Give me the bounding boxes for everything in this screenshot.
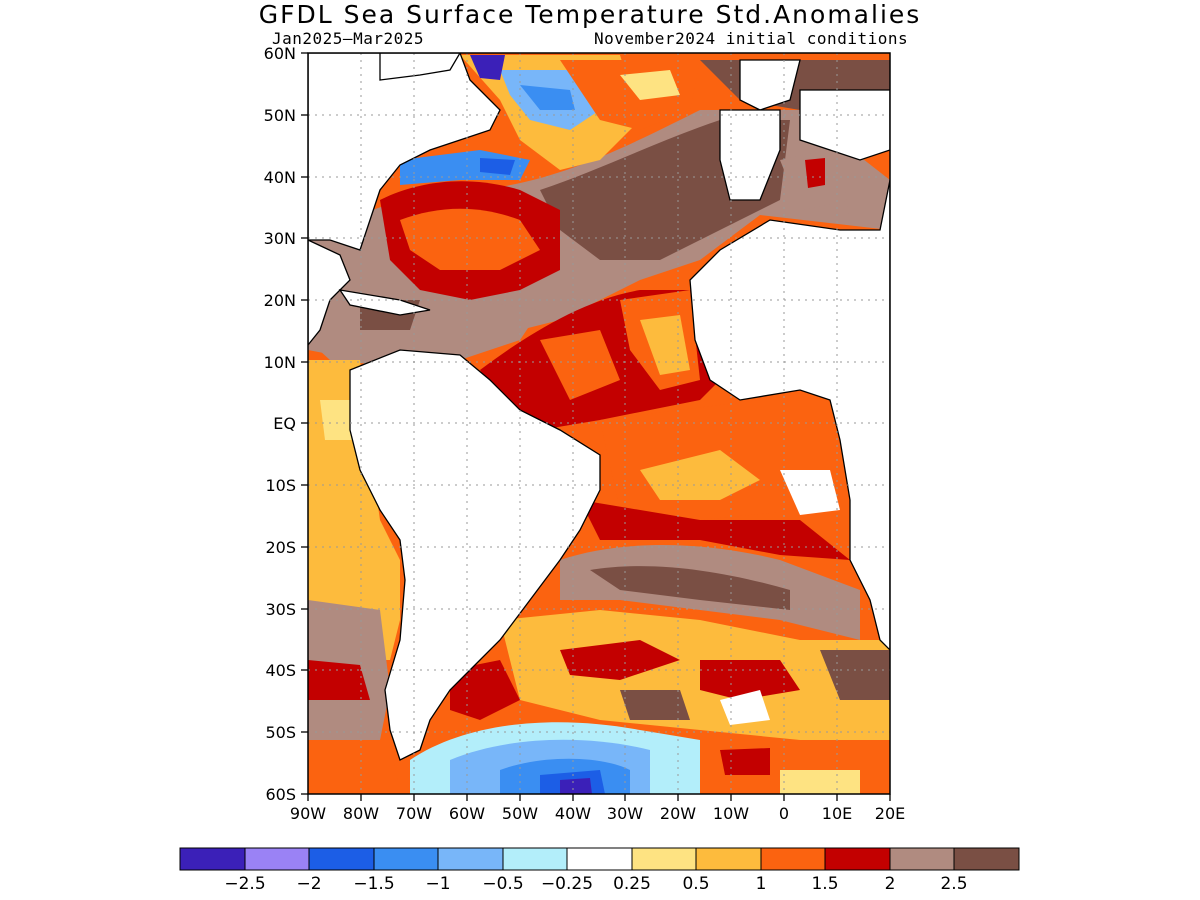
lon-label: 50W [502, 804, 538, 823]
colorbar [179, 847, 1020, 871]
lat-label: EQ [273, 414, 296, 433]
lon-label: 80W [343, 804, 379, 823]
lon-label: 10E [822, 804, 852, 823]
tick-marks [301, 52, 891, 801]
lat-label: 10N [264, 353, 296, 372]
colorbar-label: 1 [756, 874, 767, 894]
lon-label: 20W [660, 804, 696, 823]
valid-period-label: Jan2025–Mar2025 [272, 29, 424, 48]
colorbar-swatch [179, 847, 246, 871]
lon-label: 40W [555, 804, 591, 823]
sst-field [308, 53, 890, 794]
colorbar-label: 2.5 [940, 874, 967, 894]
lon-label: 30W [607, 804, 643, 823]
colorbar-label: 0.5 [682, 874, 709, 894]
lon-label: 0 [779, 804, 789, 823]
lon-label: 10W [713, 804, 749, 823]
colorbar-swatch [244, 847, 310, 871]
lat-label: 20S [265, 538, 296, 557]
lat-label: 40S [265, 661, 296, 680]
colorbar-label: 0.25 [613, 874, 651, 894]
lat-label: 40N [264, 168, 296, 187]
colorbar-swatch [437, 847, 504, 871]
lat-label: 50N [264, 106, 296, 125]
lat-label: 10S [265, 476, 296, 495]
colorbar-swatch [695, 847, 762, 871]
lon-label: 60W [449, 804, 485, 823]
lon-label: 90W [290, 804, 326, 823]
colorbar-swatch [566, 847, 633, 871]
colorbar-label: 1.5 [811, 874, 838, 894]
colorbar-swatch [953, 847, 1020, 871]
colorbar-label: −2 [296, 874, 321, 894]
colorbar-labels: −2.5 −2 −1.5 −1 −0.5 −0.25 0.25 0.5 1 1.… [224, 874, 967, 894]
lat-label: 30N [264, 229, 296, 248]
initial-conditions-label: November2024 initial conditions [594, 29, 909, 48]
lon-label: 20E [875, 804, 905, 823]
colorbar-label: −0.5 [482, 874, 523, 894]
colorbar-swatch [308, 847, 375, 871]
colorbar-swatch [631, 847, 697, 871]
colorbar-swatch [889, 847, 955, 871]
colorbar-label: −1 [425, 874, 450, 894]
lat-label: 60N [264, 44, 296, 63]
colorbar-label: −1.5 [353, 874, 394, 894]
graticule [308, 53, 890, 794]
map-title: GFDL Sea Surface Temperature Std.Anomali… [258, 0, 922, 29]
colorbar-swatch [824, 847, 891, 871]
lat-axis: 60N 50N 40N 30N 20N 10N EQ 10S 20S 30S 4… [264, 44, 296, 804]
colorbar-swatch [373, 847, 439, 871]
colorbar-swatch [760, 847, 826, 871]
lat-label: 30S [265, 600, 296, 619]
colorbar-label: −0.25 [541, 874, 593, 894]
lat-label: 20N [264, 291, 296, 310]
lon-axis: 90W 80W 70W 60W 50W 40W 30W 20W 10W 0 10… [290, 804, 905, 823]
colorbar-label: −2.5 [224, 874, 265, 894]
colorbar-swatch [502, 847, 568, 871]
lat-label: 60S [265, 785, 296, 804]
lon-label: 70W [396, 804, 432, 823]
colorbar-label: 2 [885, 874, 896, 894]
lat-label: 50S [265, 723, 296, 742]
